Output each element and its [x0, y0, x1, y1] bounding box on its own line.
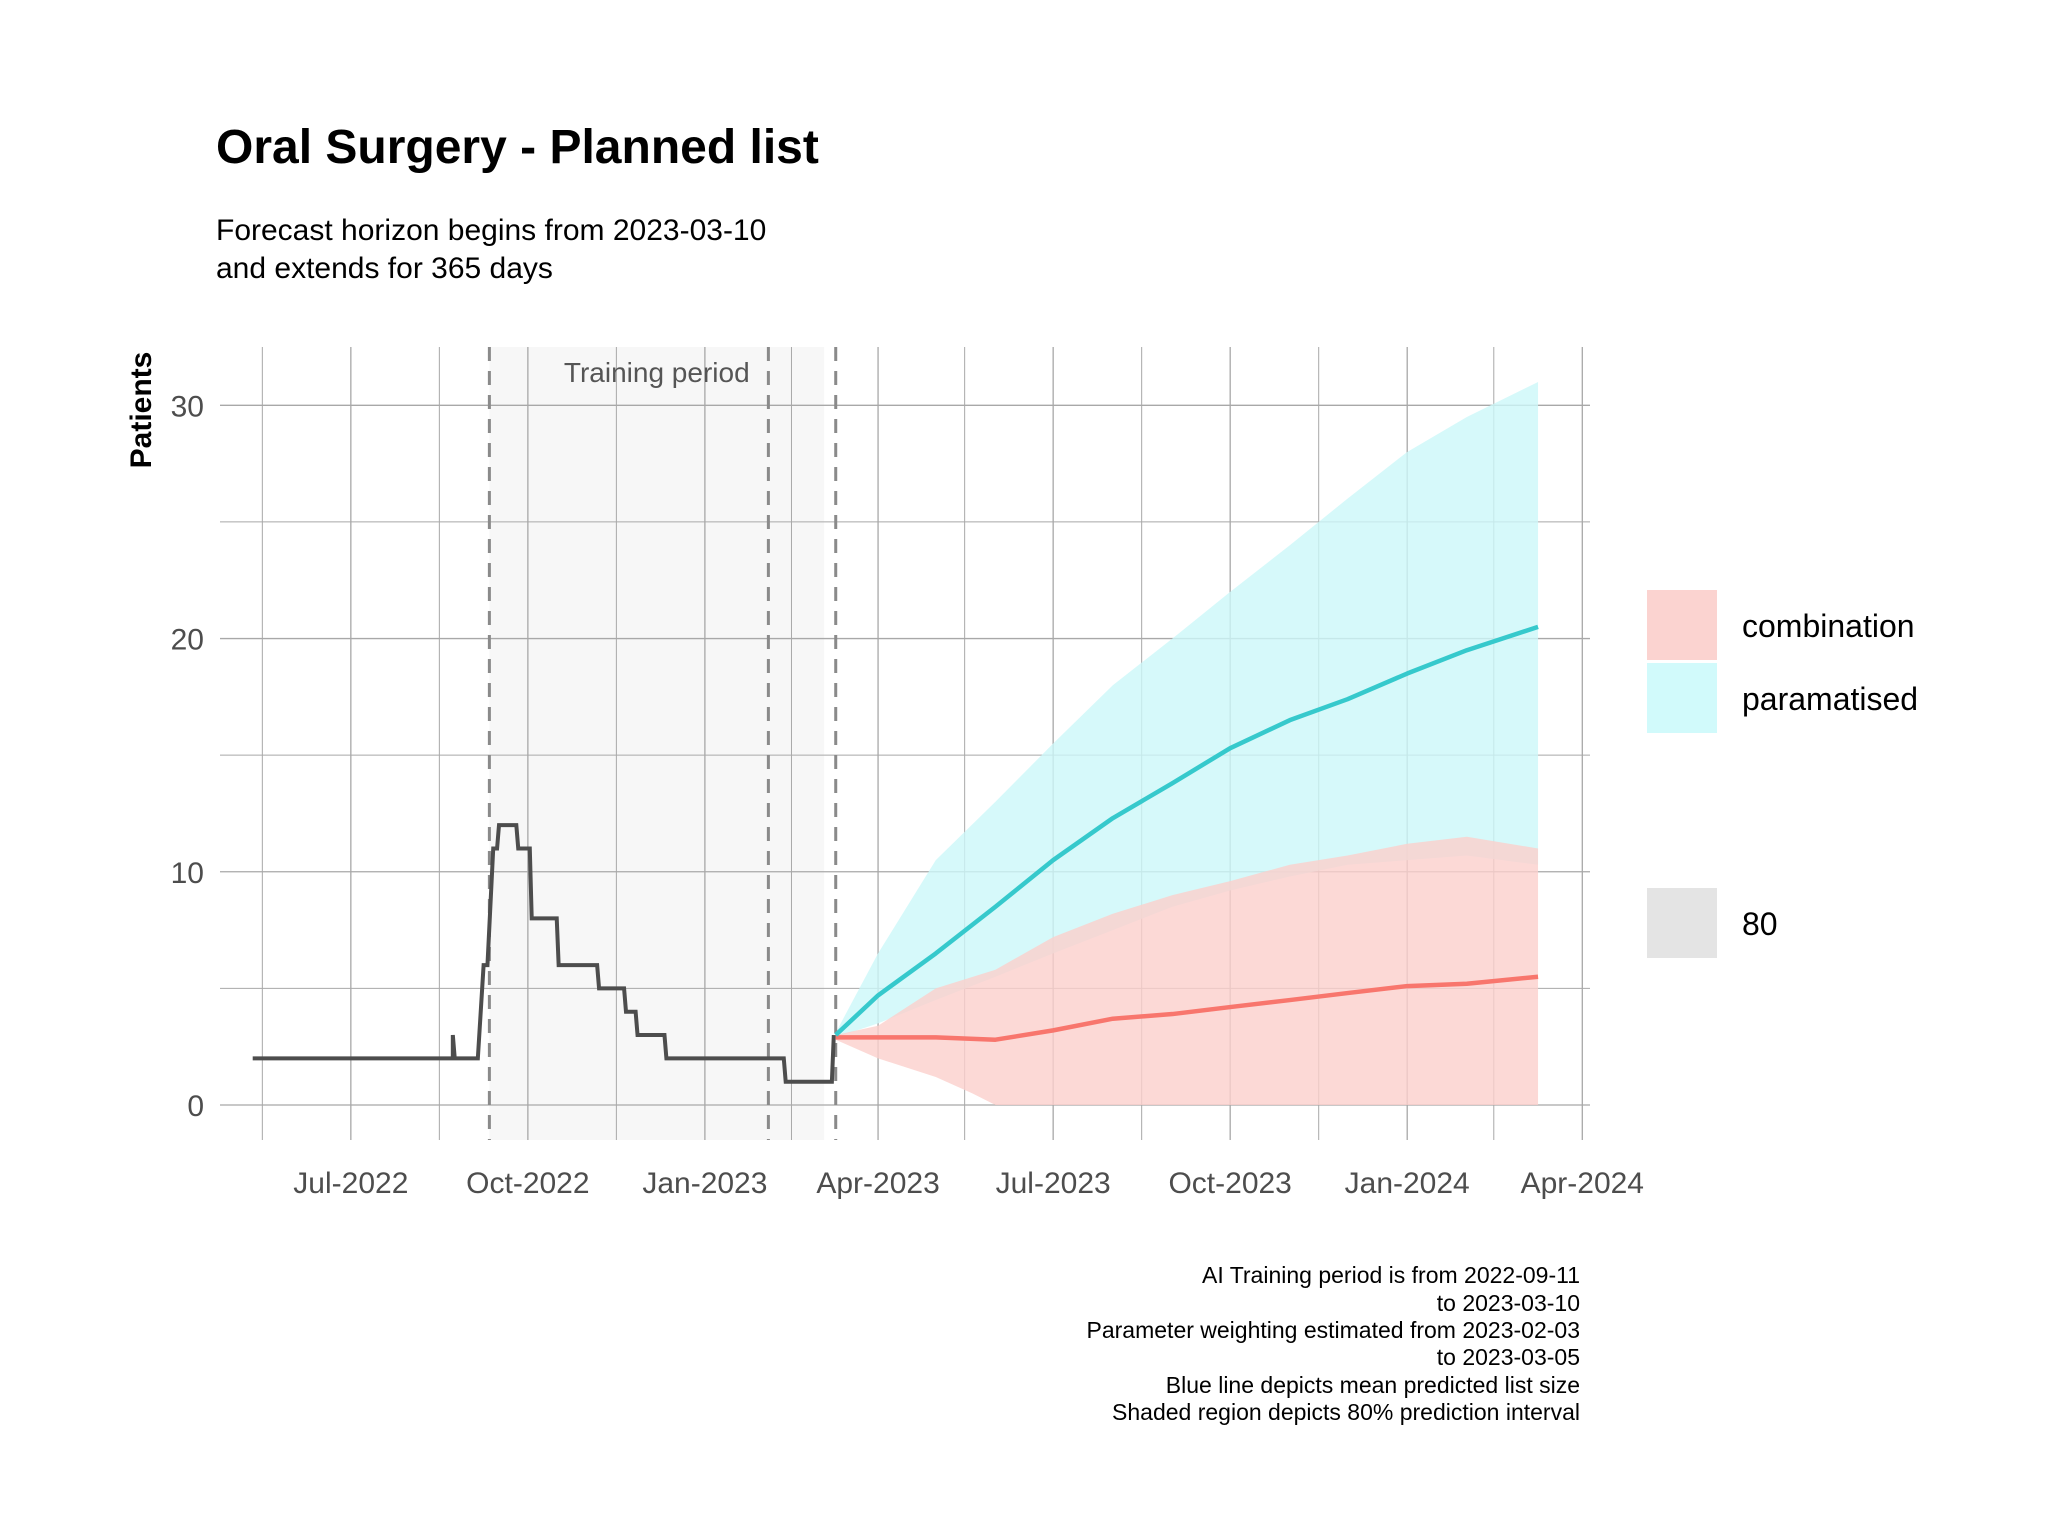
- mean-line-combination: [835, 974, 1539, 1042]
- legend-key-80: [1647, 888, 1717, 958]
- legend-label-paramatised: paramatised: [1742, 681, 1918, 717]
- x-tick-label: Jul-2023: [996, 1167, 1111, 1200]
- y-tick-label: 0: [187, 1090, 204, 1123]
- y-tick-label: 20: [171, 624, 204, 657]
- x-tick-label: Oct-2022: [466, 1167, 589, 1200]
- period-marker-lines: [487, 347, 838, 1140]
- observed-line: [252, 823, 836, 1084]
- y-axis-label: Patients: [125, 352, 158, 469]
- prediction-bands: [835, 381, 1539, 1106]
- x-tick-label: Oct-2023: [1168, 1167, 1291, 1200]
- x-axis-tick-labels: Jul-2022 Oct-2022 Jan-2023 Apr-2023 Jul-2023…: [293, 1167, 1644, 1200]
- chart-caption: AI Training period is from 2022-09-11 to…: [1087, 1262, 1580, 1425]
- plot-area: Training period Jul-2022 Oct-2022 Jan-2023…: [171, 347, 1644, 1200]
- chart-subtitle-line-1: Forecast horizon begins from 2023-03-10: [216, 214, 766, 247]
- caption-line-1: AI Training period is from 2022-09-11: [1202, 1262, 1580, 1288]
- series-lines: [252, 624, 1539, 1084]
- x-tick-label: Jan-2023: [642, 1167, 767, 1200]
- caption-line-2: to 2023-03-10: [1437, 1290, 1580, 1316]
- legend-label-80: 80: [1742, 906, 1778, 942]
- training-period-label: Training period: [564, 357, 750, 388]
- chart-title: Oral Surgery - Planned list: [216, 121, 819, 174]
- x-tick-label: Apr-2023: [816, 1167, 939, 1200]
- x-tick-label: Apr-2024: [1521, 1167, 1644, 1200]
- band-paramatised: [835, 381, 1539, 1038]
- caption-line-3: Parameter weighting estimated from 2023-…: [1087, 1317, 1580, 1343]
- training-period-shading: [489, 347, 825, 1140]
- caption-line-6: Shaded region depicts 80% prediction int…: [1112, 1399, 1580, 1425]
- caption-line-5: Blue line depicts mean predicted list si…: [1166, 1372, 1580, 1398]
- x-tick-label: Jan-2024: [1345, 1167, 1470, 1200]
- y-tick-label: 30: [171, 390, 204, 423]
- chart-subtitle-line-2: and extends for 365 days: [216, 252, 553, 285]
- y-tick-label: 10: [171, 857, 204, 890]
- legend-key-paramatised: [1647, 663, 1717, 733]
- mean-line-paramatised: [834, 624, 1539, 1037]
- caption-line-4: to 2023-03-05: [1437, 1344, 1580, 1370]
- x-tick-label: Jul-2022: [293, 1167, 408, 1200]
- legend: combination paramatised 80: [1647, 590, 1918, 958]
- legend-key-combination: [1647, 590, 1717, 660]
- y-axis-tick-labels: 0 10 20 30: [171, 390, 204, 1123]
- legend-label-combination: combination: [1742, 608, 1915, 644]
